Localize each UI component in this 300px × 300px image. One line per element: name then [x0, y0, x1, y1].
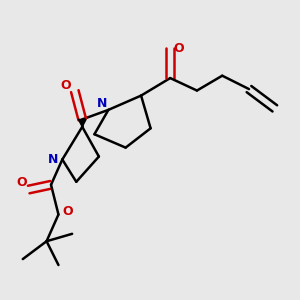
Text: O: O [174, 42, 184, 55]
Text: O: O [63, 205, 73, 218]
Text: N: N [97, 97, 108, 110]
Text: O: O [16, 176, 27, 189]
Text: O: O [61, 79, 71, 92]
Text: N: N [48, 153, 59, 166]
Polygon shape [78, 119, 86, 127]
